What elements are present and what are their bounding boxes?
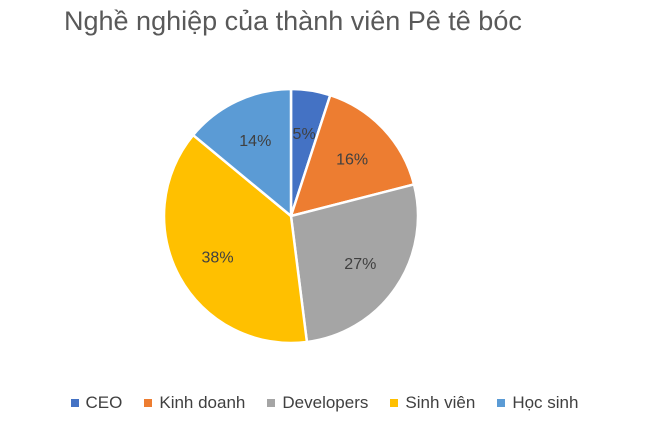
pie-chart: 5% 16% 27% 38% 14%: [162, 87, 420, 345]
pie-slice-sinh-vien: [162, 133, 309, 345]
legend-label-developers: Developers: [282, 393, 369, 412]
legend-swatch-hoc-sinh: [497, 399, 506, 407]
chart-title: Nghề nghiệp của thành viên Pê tê bóc: [64, 6, 522, 36]
legend-label-kinh-doanh: Kinh doanh: [159, 393, 246, 412]
legend-item-hoc-sinh: Học sinh: [497, 393, 578, 413]
pie-slice-hoc-sinh: [191, 87, 293, 219]
legend-item-developers: Developers: [267, 393, 368, 413]
legend-label-sinh-vien: Sinh viên: [405, 393, 476, 412]
legend: CEO Kinh doanh Developers Sinh viên Học sinh: [0, 393, 649, 413]
legend-swatch-developers: [267, 399, 276, 407]
legend-swatch-ceo: [70, 399, 79, 407]
legend-item-sinh-vien: Sinh viên: [390, 393, 475, 413]
data-label-developers: 27%: [344, 256, 376, 273]
legend-item-ceo: CEO: [70, 393, 123, 413]
pie-slice-kinh-doanh: [289, 93, 416, 218]
legend-item-kinh-doanh: Kinh doanh: [144, 393, 245, 413]
legend-swatch-kinh-doanh: [144, 399, 153, 407]
data-label-kinh-doanh: 16%: [336, 152, 368, 169]
data-label-hoc-sinh: 14%: [239, 133, 271, 150]
data-label-sinh-vien: 38%: [202, 249, 234, 266]
data-label-ceo: 5%: [293, 126, 316, 143]
pie-slice-developers: [289, 182, 420, 344]
legend-swatch-sinh-vien: [390, 399, 399, 407]
legend-label-hoc-sinh: Học sinh: [512, 393, 579, 412]
legend-label-ceo: CEO: [85, 393, 123, 412]
